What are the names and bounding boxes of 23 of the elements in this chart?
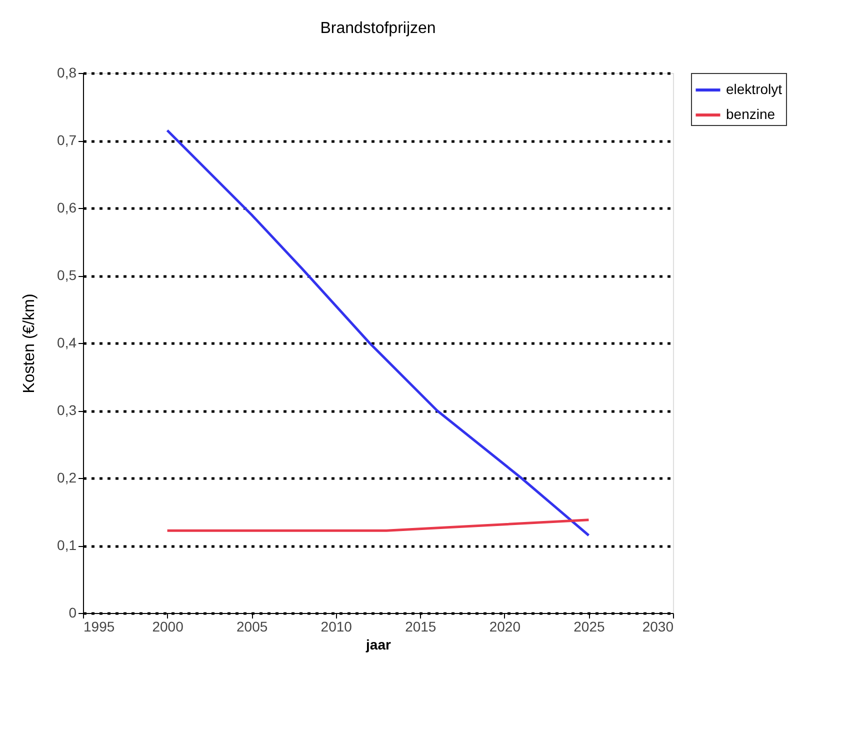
y-tick-label: 0: [68, 604, 77, 620]
legend-label: benzine: [726, 106, 776, 122]
chart-title: Brandstofprijzen: [320, 20, 436, 37]
y-tick-label: 0,4: [57, 334, 77, 350]
x-tick-label: 2025: [574, 618, 605, 634]
x-axis-title: jaar: [365, 636, 392, 652]
y-tick-label: 0,1: [57, 537, 77, 553]
legend-label: elektrolyt: [726, 81, 782, 97]
y-tick-label: 0,7: [57, 132, 77, 148]
y-tick-label: 0,2: [57, 470, 77, 486]
x-tick-label: 2005: [236, 618, 268, 634]
x-tick-label: 2030: [642, 618, 674, 634]
y-tick-label: 0,8: [57, 64, 77, 80]
x-tick-label: 2010: [320, 618, 352, 634]
line-series: [166, 129, 590, 537]
y-tick-label: 0,6: [57, 200, 77, 216]
x-tick-label: 2000: [152, 618, 184, 634]
x-tick-label: 2015: [405, 618, 436, 634]
y-axis-title: Kosten (€/km): [21, 294, 38, 394]
x-tick-label: 1995: [84, 618, 115, 634]
y-tick-label: 0,5: [57, 267, 77, 283]
x-tick-label: 2020: [489, 618, 521, 634]
y-tick-label: 0,3: [57, 402, 77, 418]
